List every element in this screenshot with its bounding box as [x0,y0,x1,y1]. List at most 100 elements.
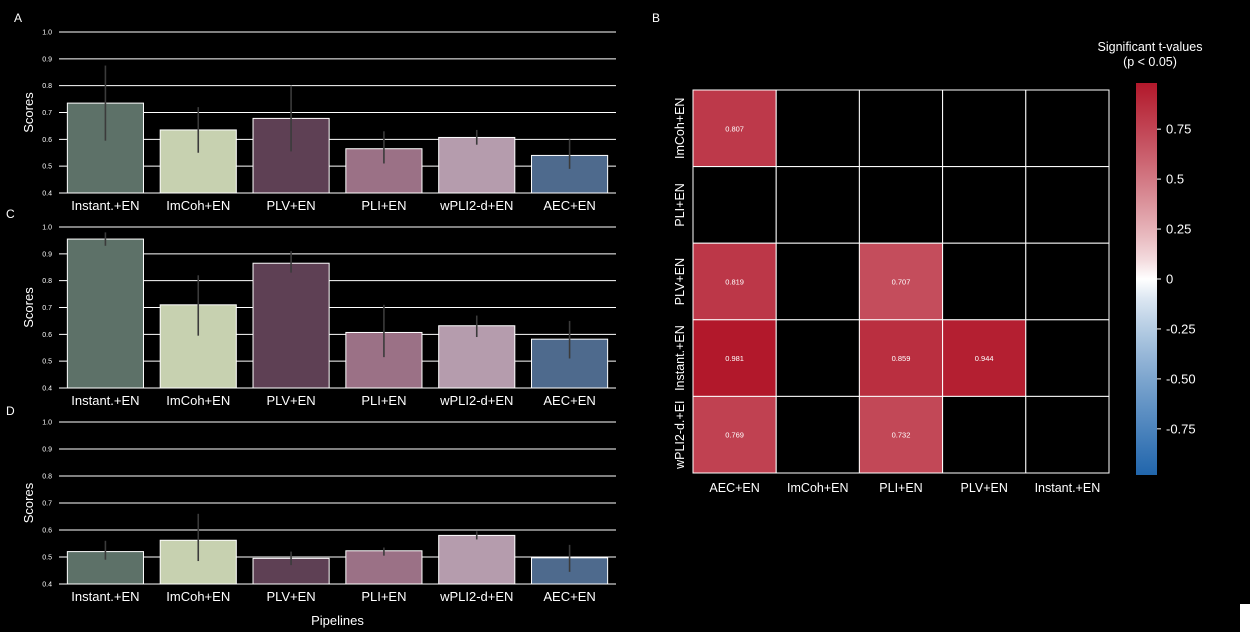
y-axis-label: Scores [21,287,36,328]
heatmap-cell [1025,395,1110,474]
x-tick-label: PLI+EN [361,198,406,213]
heatmap-cell [775,395,860,474]
heatmap-cell [1025,166,1110,244]
y-tick-label: 0.9 [42,447,52,454]
colorbar-tick-label: 0 [1166,272,1173,287]
heatmap-cell [942,242,1027,321]
y-tick-label: 0.8 [42,83,52,90]
x-tick-label: PLV+EN [266,198,315,213]
cell-value-label: 0.944 [975,354,994,363]
x-tick-label: ImCoh+EN [166,393,230,408]
row-label: PLV+EN [673,258,687,305]
cell-value-label: 0.769 [725,431,744,440]
x-tick-label: Instant.+EN [71,393,139,408]
x-tick-label: Instant.+EN [71,589,139,604]
colorbar-subtitle: (p < 0.05) [1123,55,1177,69]
colorbar-tick-label: -0.75 [1166,421,1196,436]
bar-chart-c: 0.4 0.5 0.6 0.7 0.8 0.9 1.0 Instant.+EN ImCoh+EN… [21,225,616,408]
heatmap-cell [775,89,860,168]
bar [252,262,330,389]
heatmap-cell [692,166,777,244]
y-tick-label: 0.6 [42,528,52,535]
heatmap-cell [942,395,1027,474]
heatmap-cell [692,242,777,321]
cell-value-label: 0.732 [892,431,911,440]
column-label: ImCoh+EN [787,481,848,495]
x-tick-label: AEC+EN [543,393,595,408]
y-tick-label: 0.9 [42,251,52,258]
heatmap-cell [692,395,777,474]
colorbar-gradient [1136,83,1157,475]
x-tick-label: wPLI2-d+EN [439,589,513,604]
y-tick-label: 1.0 [42,30,52,37]
y-tick-label: 0.7 [42,110,52,117]
heatmap-b: 0.807 0.819 0.707 0.981 0.859 0.944 0.769 0.732… [673,89,1110,495]
y-tick-label: 0.8 [42,278,52,285]
y-tick-label: 0.7 [42,501,52,508]
bar [66,238,144,389]
heatmap-cell [1025,242,1110,321]
column-label: PLV+EN [961,481,1008,495]
y-tick-label: 0.6 [42,137,52,144]
y-tick-label: 0.7 [42,305,52,312]
heatmap-cell [858,89,944,168]
heatmap-cell [775,319,860,397]
bar-chart-d: 0.4 0.5 0.6 0.7 0.8 0.9 1.0 Instant.+EN ImCoh+EN… [21,420,616,628]
y-axis-label: Scores [21,482,36,523]
panel-label-d: D [6,404,15,418]
corner-mark [1240,604,1250,632]
x-tick-label: PLV+EN [266,393,315,408]
panel-label-b: B [652,11,660,25]
cell-value-label: 0.807 [725,124,744,133]
bar [345,550,423,585]
x-tick-label: ImCoh+EN [166,198,230,213]
heatmap-cell [692,89,777,168]
heatmap-cell [858,319,944,397]
x-tick-label: wPLI2-d+EN [439,393,513,408]
y-tick-label: 0.5 [42,359,52,366]
colorbar-tick-label: 0.75 [1166,122,1191,137]
y-tick-label: 1.0 [42,420,52,427]
x-tick-label: PLI+EN [361,393,406,408]
heatmap-cell [942,319,1027,397]
heatmap-cell [1025,319,1110,397]
column-label: PLI+EN [879,481,922,495]
x-tick-label: AEC+EN [543,589,595,604]
heatmap-cell [942,166,1027,244]
colorbar-tick-label: -0.50 [1166,371,1196,386]
colorbar-tick-label: 0.5 [1166,172,1184,187]
x-tick-label: ImCoh+EN [166,589,230,604]
y-axis-label: Scores [21,92,36,133]
x-tick-label: wPLI2-d+EN [439,198,513,213]
x-tick-label: AEC+EN [543,198,595,213]
y-tick-label: 0.4 [42,386,52,393]
colorbar-title: Significant t-values [1098,40,1203,54]
colorbar-tick-label: -0.25 [1166,321,1196,336]
y-tick-label: 0.5 [42,555,52,562]
heatmap-cell [858,242,944,321]
row-label: ImCoh+EN [673,98,687,159]
heatmap-cell [1025,89,1110,168]
row-label: wPLI2-d.+EI [673,400,687,469]
cell-value-label: 0.819 [725,278,744,287]
panel-label-a: A [14,11,22,25]
cell-value-label: 0.981 [725,354,744,363]
y-tick-label: 0.4 [42,582,52,589]
x-tick-label: PLV+EN [266,589,315,604]
cell-value-label: 0.707 [892,278,911,287]
colorbar-tick-label: 0.25 [1166,222,1191,237]
y-tick-label: 0.5 [42,164,52,171]
y-tick-label: 0.8 [42,474,52,481]
panel-label-c: C [6,207,15,221]
heatmap-cell [775,242,860,321]
heatmap-cell [775,166,860,244]
row-label: PLI+EN [673,183,687,226]
x-tick-label: PLI+EN [361,589,406,604]
y-tick-label: 1.0 [42,225,52,232]
heatmap-cell [942,89,1027,168]
y-tick-label: 0.6 [42,332,52,339]
x-axis-label: Pipelines [311,613,364,628]
row-label: Instant.+EN [673,325,687,391]
bar [438,136,516,194]
